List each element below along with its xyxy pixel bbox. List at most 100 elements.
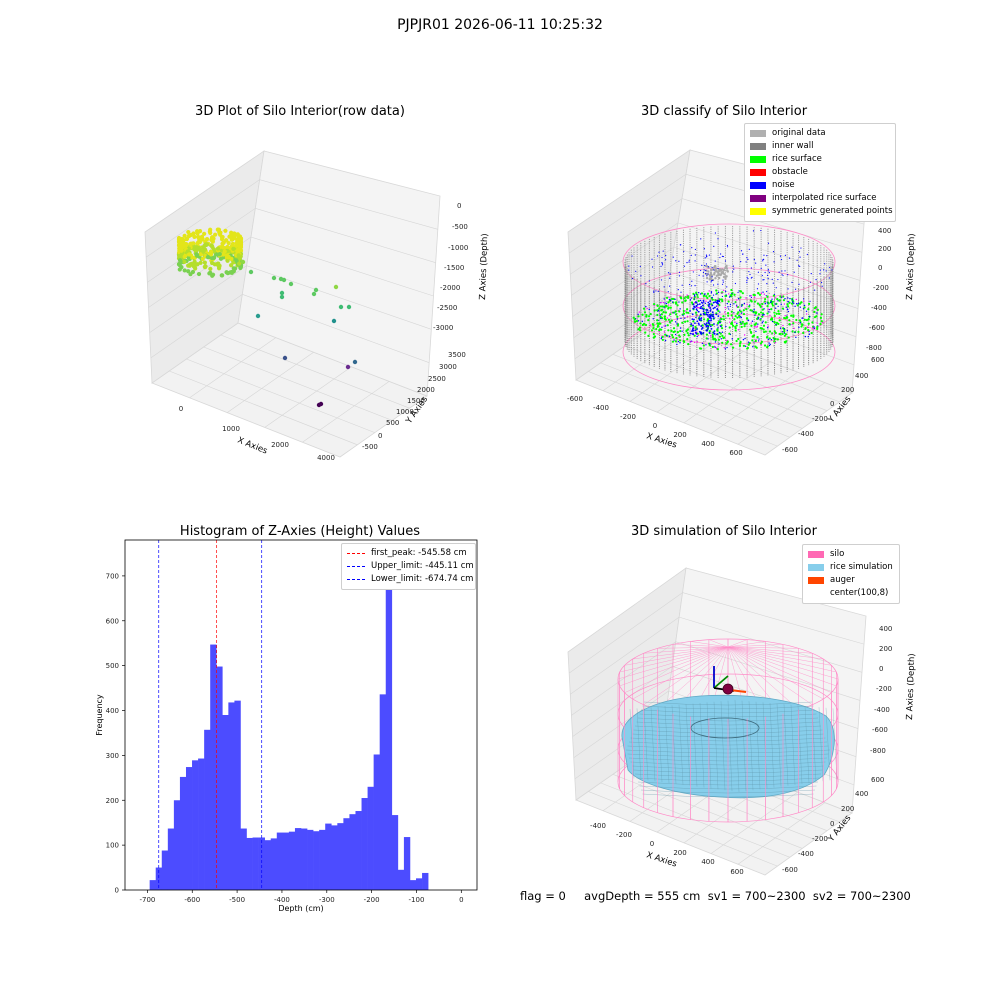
data-point <box>775 287 777 289</box>
data-point <box>745 322 748 325</box>
data-point <box>743 322 746 325</box>
data-point <box>709 335 712 337</box>
data-point <box>802 331 805 335</box>
data-point <box>679 244 681 246</box>
data-point <box>639 322 642 325</box>
data-point <box>696 314 698 316</box>
data-point <box>644 331 647 334</box>
data-point <box>822 269 825 271</box>
data-point <box>794 288 797 290</box>
data-point <box>717 297 719 299</box>
data-point <box>656 325 659 328</box>
data-point <box>182 268 187 273</box>
data-point <box>711 333 714 336</box>
legend-line <box>347 553 365 554</box>
data-point <box>642 307 646 310</box>
data-point <box>676 304 679 307</box>
data-point <box>793 302 795 304</box>
data-point <box>711 280 713 282</box>
data-point <box>820 320 823 323</box>
data-point <box>753 308 755 311</box>
data-point <box>798 326 800 329</box>
data-point <box>714 334 717 337</box>
data-point <box>783 330 786 333</box>
data-point <box>670 319 673 322</box>
x-tick: 600 <box>729 449 742 457</box>
data-point <box>708 332 711 334</box>
data-point <box>784 270 786 272</box>
data-point <box>705 300 707 302</box>
data-point <box>702 310 705 313</box>
legend-swatch <box>808 551 824 558</box>
data-point <box>744 345 747 347</box>
data-point <box>652 326 655 330</box>
data-point <box>723 332 726 334</box>
data-point <box>716 329 719 332</box>
data-point <box>694 329 697 332</box>
data-point <box>815 279 817 281</box>
data-point <box>773 341 775 343</box>
data-point <box>816 327 819 331</box>
data-point <box>226 240 231 246</box>
data-point <box>784 317 787 320</box>
data-point <box>733 318 736 321</box>
data-point <box>786 303 789 306</box>
data-point <box>692 320 695 323</box>
data-point <box>716 303 718 305</box>
legend-label: auger <box>830 575 855 585</box>
data-point <box>775 312 778 315</box>
data-point <box>803 300 805 303</box>
data-point <box>766 346 769 349</box>
data-point <box>757 313 761 316</box>
legend-item: noise <box>750 179 890 192</box>
histogram-bar <box>331 825 338 890</box>
data-point <box>685 311 688 314</box>
data-point <box>660 317 662 320</box>
data-point <box>770 301 772 304</box>
data-point <box>753 331 755 333</box>
data-point <box>807 302 811 305</box>
data-point <box>815 315 818 318</box>
data-point <box>705 325 708 327</box>
data-point <box>692 271 694 273</box>
data-point <box>722 315 725 318</box>
data-point <box>806 253 808 256</box>
data-point <box>745 297 747 299</box>
data-point <box>764 302 767 305</box>
data-point <box>768 337 771 340</box>
data-point <box>771 318 774 321</box>
data-point <box>715 289 718 292</box>
data-point <box>696 303 699 306</box>
data-point <box>708 330 711 333</box>
data-point <box>766 326 769 329</box>
data-point <box>216 261 221 266</box>
data-point <box>660 328 663 331</box>
y-tick: -600 <box>782 446 798 454</box>
y-tick: 0 <box>830 400 834 408</box>
data-point <box>714 232 716 234</box>
data-point <box>726 322 728 324</box>
data-point <box>709 309 712 312</box>
data-point <box>192 262 197 267</box>
data-point <box>770 300 773 302</box>
data-point <box>768 272 770 274</box>
data-point <box>795 329 797 332</box>
data-point <box>737 296 739 299</box>
data-point <box>787 274 789 276</box>
data-point <box>674 298 676 300</box>
data-point <box>780 305 782 308</box>
data-point <box>676 324 680 327</box>
data-point <box>679 308 681 310</box>
histogram-bar <box>270 838 278 890</box>
data-point <box>192 259 197 264</box>
data-point <box>769 343 772 346</box>
data-point <box>182 242 187 247</box>
data-point <box>706 328 709 330</box>
data-point <box>734 326 737 330</box>
histogram-bar <box>349 814 356 890</box>
data-point <box>704 323 707 326</box>
data-point <box>677 289 679 291</box>
legend-label: center(100,8) <box>830 588 889 598</box>
data-point <box>705 337 708 340</box>
data-point <box>791 323 793 326</box>
